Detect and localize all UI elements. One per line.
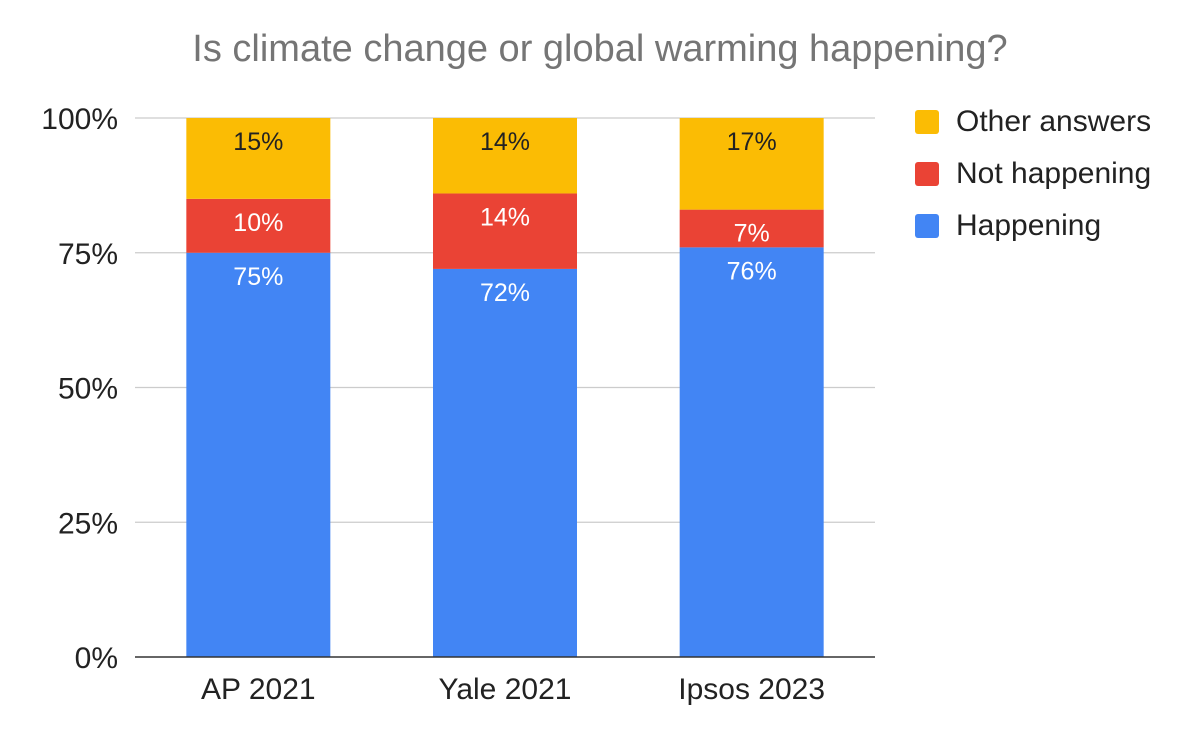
x-tick-label: Ipsos 2023 — [678, 673, 825, 706]
data-label: 72% — [480, 279, 530, 307]
legend-swatch — [915, 110, 939, 134]
legend-label: Happening — [956, 209, 1102, 242]
x-tick-label: AP 2021 — [201, 673, 316, 706]
bar-segment — [186, 252, 331, 657]
legend: Other answers Not happening Happening — [915, 96, 1151, 252]
bar-segment — [679, 118, 824, 210]
data-label: 15% — [233, 128, 283, 156]
data-label: 10% — [233, 209, 283, 237]
data-label: 7% — [734, 220, 770, 248]
y-tick-label: 50% — [58, 373, 118, 406]
bar-segment — [186, 198, 331, 253]
legend-item: Not happening — [915, 148, 1151, 200]
bar-segment — [679, 209, 824, 248]
y-tick-label: 75% — [58, 238, 118, 271]
legend-item: Other answers — [915, 96, 1151, 148]
x-tick-label: Yale 2021 — [439, 673, 572, 706]
bar-segment — [679, 247, 824, 658]
bar-segment — [433, 118, 577, 194]
bar-segment — [433, 268, 577, 657]
bar-segment — [186, 118, 331, 199]
y-tick-label: 25% — [58, 507, 118, 540]
legend-label: Not happening — [956, 157, 1152, 190]
y-tick-label: 0% — [75, 642, 118, 675]
data-label: 14% — [480, 203, 530, 231]
data-label: 76% — [727, 257, 777, 285]
bar-segment — [433, 193, 577, 269]
data-label: 75% — [233, 263, 283, 291]
legend-swatch — [915, 214, 939, 238]
legend-label: Other answers — [956, 105, 1152, 138]
chart-title: Is climate change or global warming happ… — [192, 28, 1008, 70]
legend-swatch — [915, 162, 939, 186]
y-tick-label: 100% — [41, 103, 118, 136]
data-label: 14% — [480, 128, 530, 156]
data-label: 17% — [727, 128, 777, 156]
legend-item: Happening — [915, 200, 1151, 252]
